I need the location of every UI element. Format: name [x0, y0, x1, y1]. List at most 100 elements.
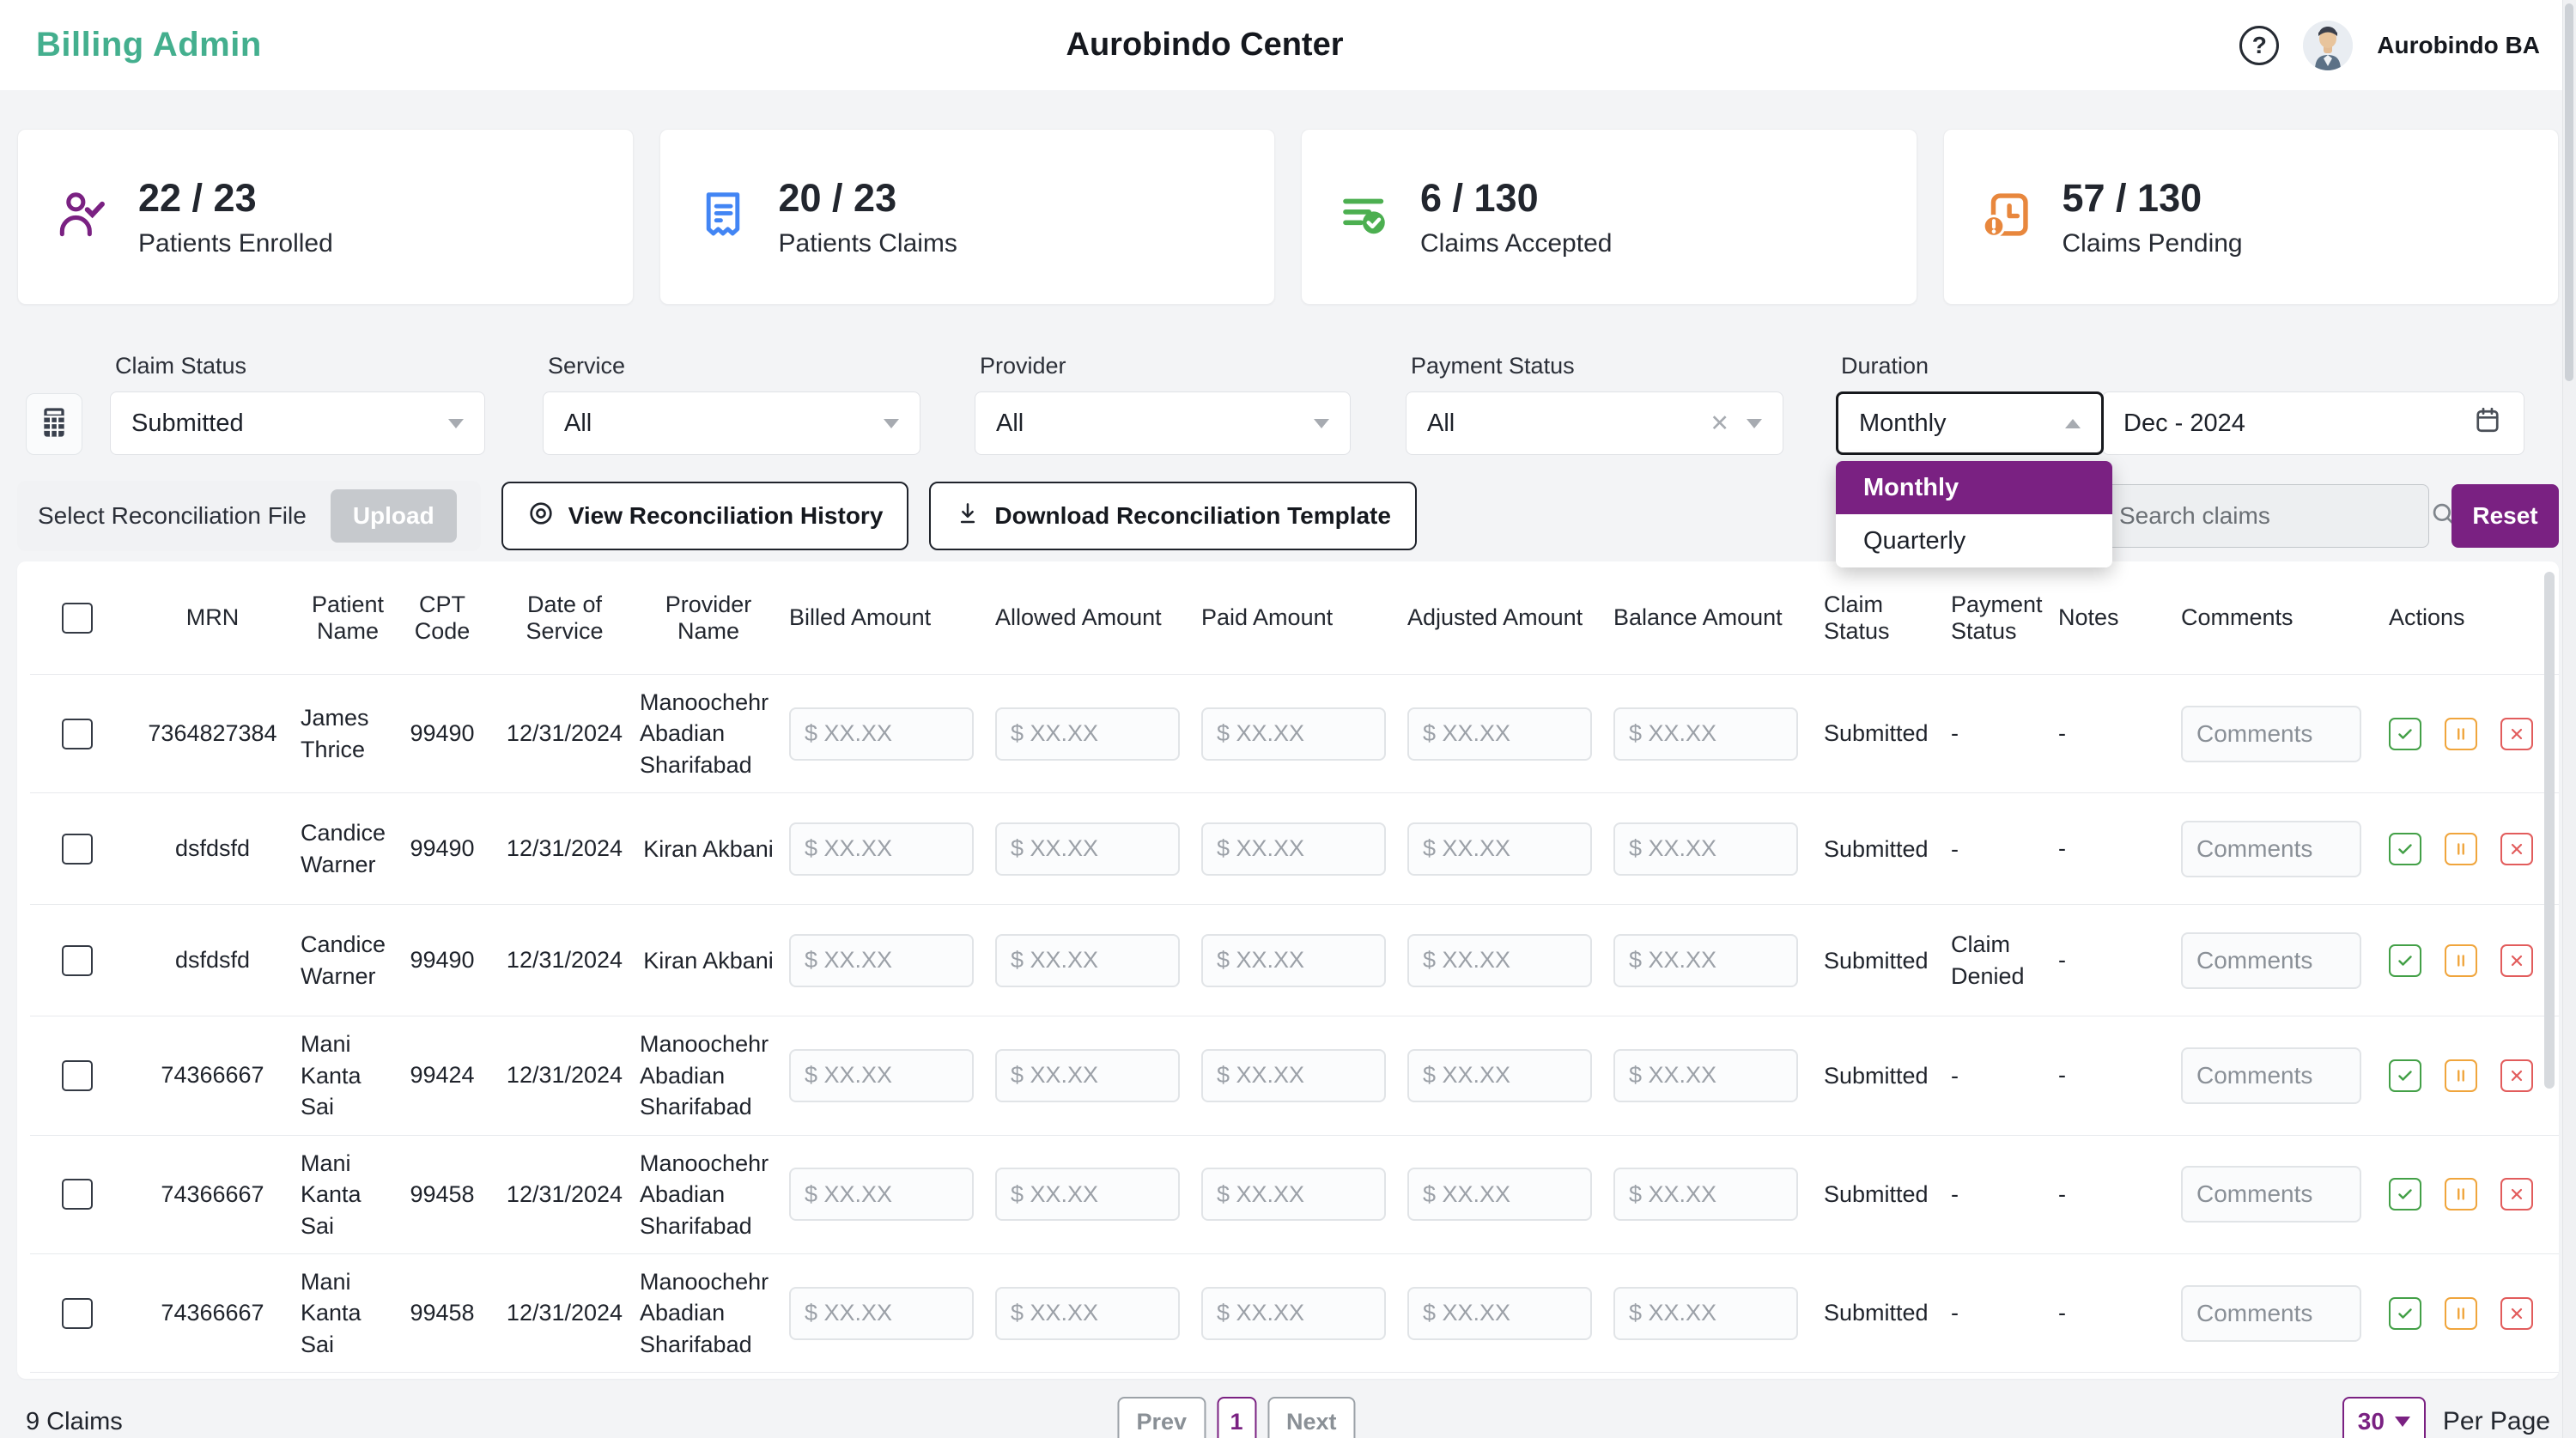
month-picker[interactable]: Dec - 2024	[2102, 391, 2524, 455]
hold-action-icon[interactable]	[2445, 1296, 2477, 1330]
paid-amount-input[interactable]	[1201, 1168, 1386, 1222]
billed-amount-input[interactable]	[789, 1168, 974, 1222]
filter-payment-status: Payment Status All ✕	[1406, 353, 1783, 455]
reject-action-icon[interactable]	[2500, 717, 2533, 750]
adjusted-amount-input[interactable]	[1407, 1286, 1592, 1340]
reject-action-icon[interactable]	[2500, 1296, 2533, 1330]
hold-action-icon[interactable]	[2445, 943, 2477, 977]
row-checkbox[interactable]	[62, 718, 93, 749]
download-reconciliation-template-button[interactable]: Download Reconciliation Template	[929, 482, 1417, 550]
row-checkbox[interactable]	[62, 1297, 93, 1329]
approve-action-icon[interactable]	[2389, 1059, 2421, 1092]
reject-action-icon[interactable]	[2500, 943, 2533, 977]
approve-action-icon[interactable]	[2389, 943, 2421, 977]
next-page-button[interactable]: Next	[1267, 1397, 1356, 1438]
comments-input[interactable]	[2181, 1166, 2361, 1223]
reject-action-icon[interactable]	[2500, 832, 2533, 865]
claim-status-select[interactable]: Submitted	[110, 391, 485, 455]
billed-amount-input[interactable]	[789, 822, 974, 876]
allowed-amount-input[interactable]	[995, 707, 1180, 761]
comments-input[interactable]	[2181, 705, 2361, 762]
row-checkbox[interactable]	[62, 944, 93, 976]
payment-status-select[interactable]: All ✕	[1406, 391, 1783, 455]
prev-page-button[interactable]: Prev	[1117, 1397, 1206, 1438]
paid-amount-input[interactable]	[1201, 933, 1386, 987]
adjusted-amount-input[interactable]	[1407, 1168, 1592, 1222]
select-file-label[interactable]: Select Reconciliation File	[38, 502, 307, 529]
approve-action-icon[interactable]	[2389, 717, 2421, 750]
dropdown-option-monthly[interactable]: Monthly	[1836, 461, 2112, 514]
comments-input[interactable]	[2181, 820, 2361, 877]
hold-action-icon[interactable]	[2445, 832, 2477, 865]
service-select[interactable]: All	[543, 391, 920, 455]
approve-action-icon[interactable]	[2389, 1178, 2421, 1211]
paid-amount-input[interactable]	[1201, 1286, 1386, 1340]
download-icon	[955, 501, 981, 532]
per-page-select[interactable]: 30	[2342, 1397, 2426, 1438]
paid-amount-input[interactable]	[1201, 707, 1386, 761]
help-icon[interactable]: ?	[2239, 25, 2280, 65]
cell-mrn: 7364827384	[148, 720, 277, 747]
adjusted-amount-input[interactable]	[1407, 707, 1592, 761]
reset-button[interactable]: Reset	[2451, 484, 2559, 548]
billed-amount-input[interactable]	[789, 933, 974, 987]
card-value: 6 / 130	[1420, 175, 1539, 220]
calendar-icon	[2472, 404, 2503, 442]
dropdown-option-quarterly[interactable]: Quarterly	[1836, 514, 2112, 567]
chevron-down-icon	[1747, 418, 1762, 428]
row-checkbox[interactable]	[62, 1059, 93, 1091]
cell-cpt-code: 99424	[410, 1062, 475, 1089]
grid-view-button[interactable]	[26, 393, 82, 455]
allowed-amount-input[interactable]	[995, 1168, 1180, 1222]
avatar[interactable]	[2303, 20, 2354, 70]
card-claims-accepted: 6 / 130 Claims Accepted	[1301, 129, 1917, 305]
allowed-amount-input[interactable]	[995, 1286, 1180, 1340]
adjusted-amount-input[interactable]	[1407, 933, 1592, 987]
row-checkbox[interactable]	[62, 833, 93, 865]
hold-action-icon[interactable]	[2445, 717, 2477, 750]
balance-amount-input[interactable]	[1613, 1286, 1798, 1340]
billed-amount-input[interactable]	[789, 1286, 974, 1340]
comments-input[interactable]	[2181, 931, 2361, 989]
page-scrollbar-track[interactable]	[2562, 0, 2576, 1438]
file-select-group[interactable]: Select Reconciliation File Upload	[17, 481, 481, 551]
col-claim-status: Claim Status	[1824, 591, 1890, 644]
table-scrollbar[interactable]	[2544, 572, 2555, 1089]
cell-date-of-service: 12/31/2024	[506, 835, 623, 862]
allowed-amount-input[interactable]	[995, 933, 1180, 987]
adjusted-amount-input[interactable]	[1407, 822, 1592, 876]
duration-select[interactable]: Monthly	[1836, 391, 2104, 455]
paid-amount-input[interactable]	[1201, 822, 1386, 876]
row-checkbox[interactable]	[62, 1179, 93, 1210]
clear-icon[interactable]: ✕	[1710, 410, 1729, 436]
hold-action-icon[interactable]	[2445, 1059, 2477, 1092]
allowed-amount-input[interactable]	[995, 822, 1180, 876]
balance-amount-input[interactable]	[1613, 822, 1798, 876]
comments-input[interactable]	[2181, 1284, 2361, 1342]
view-history-label: View Reconciliation History	[568, 502, 884, 529]
comments-input[interactable]	[2181, 1047, 2361, 1104]
reject-action-icon[interactable]	[2500, 1178, 2533, 1211]
page-scrollbar-thumb[interactable]	[2565, 3, 2573, 381]
billed-amount-input[interactable]	[789, 707, 974, 761]
balance-amount-input[interactable]	[1613, 1048, 1798, 1102]
adjusted-amount-input[interactable]	[1407, 1048, 1592, 1102]
hold-action-icon[interactable]	[2445, 1178, 2477, 1211]
balance-amount-input[interactable]	[1613, 933, 1798, 987]
provider-select[interactable]: All	[975, 391, 1351, 455]
allowed-amount-input[interactable]	[995, 1048, 1180, 1102]
billed-amount-input[interactable]	[789, 1048, 974, 1102]
balance-amount-input[interactable]	[1613, 1168, 1798, 1222]
current-page-button[interactable]: 1	[1217, 1397, 1257, 1438]
select-all-checkbox[interactable]	[62, 602, 93, 634]
claims-accepted-icon	[1338, 188, 1391, 246]
approve-action-icon[interactable]	[2389, 832, 2421, 865]
view-reconciliation-history-button[interactable]: View Reconciliation History	[501, 482, 909, 550]
col-cpt-code: CPT Code	[414, 591, 471, 644]
balance-amount-input[interactable]	[1613, 707, 1798, 761]
reject-action-icon[interactable]	[2500, 1059, 2533, 1092]
upload-button[interactable]: Upload	[330, 489, 457, 543]
paid-amount-input[interactable]	[1201, 1048, 1386, 1102]
search-input[interactable]	[2119, 502, 2429, 530]
approve-action-icon[interactable]	[2389, 1296, 2421, 1330]
